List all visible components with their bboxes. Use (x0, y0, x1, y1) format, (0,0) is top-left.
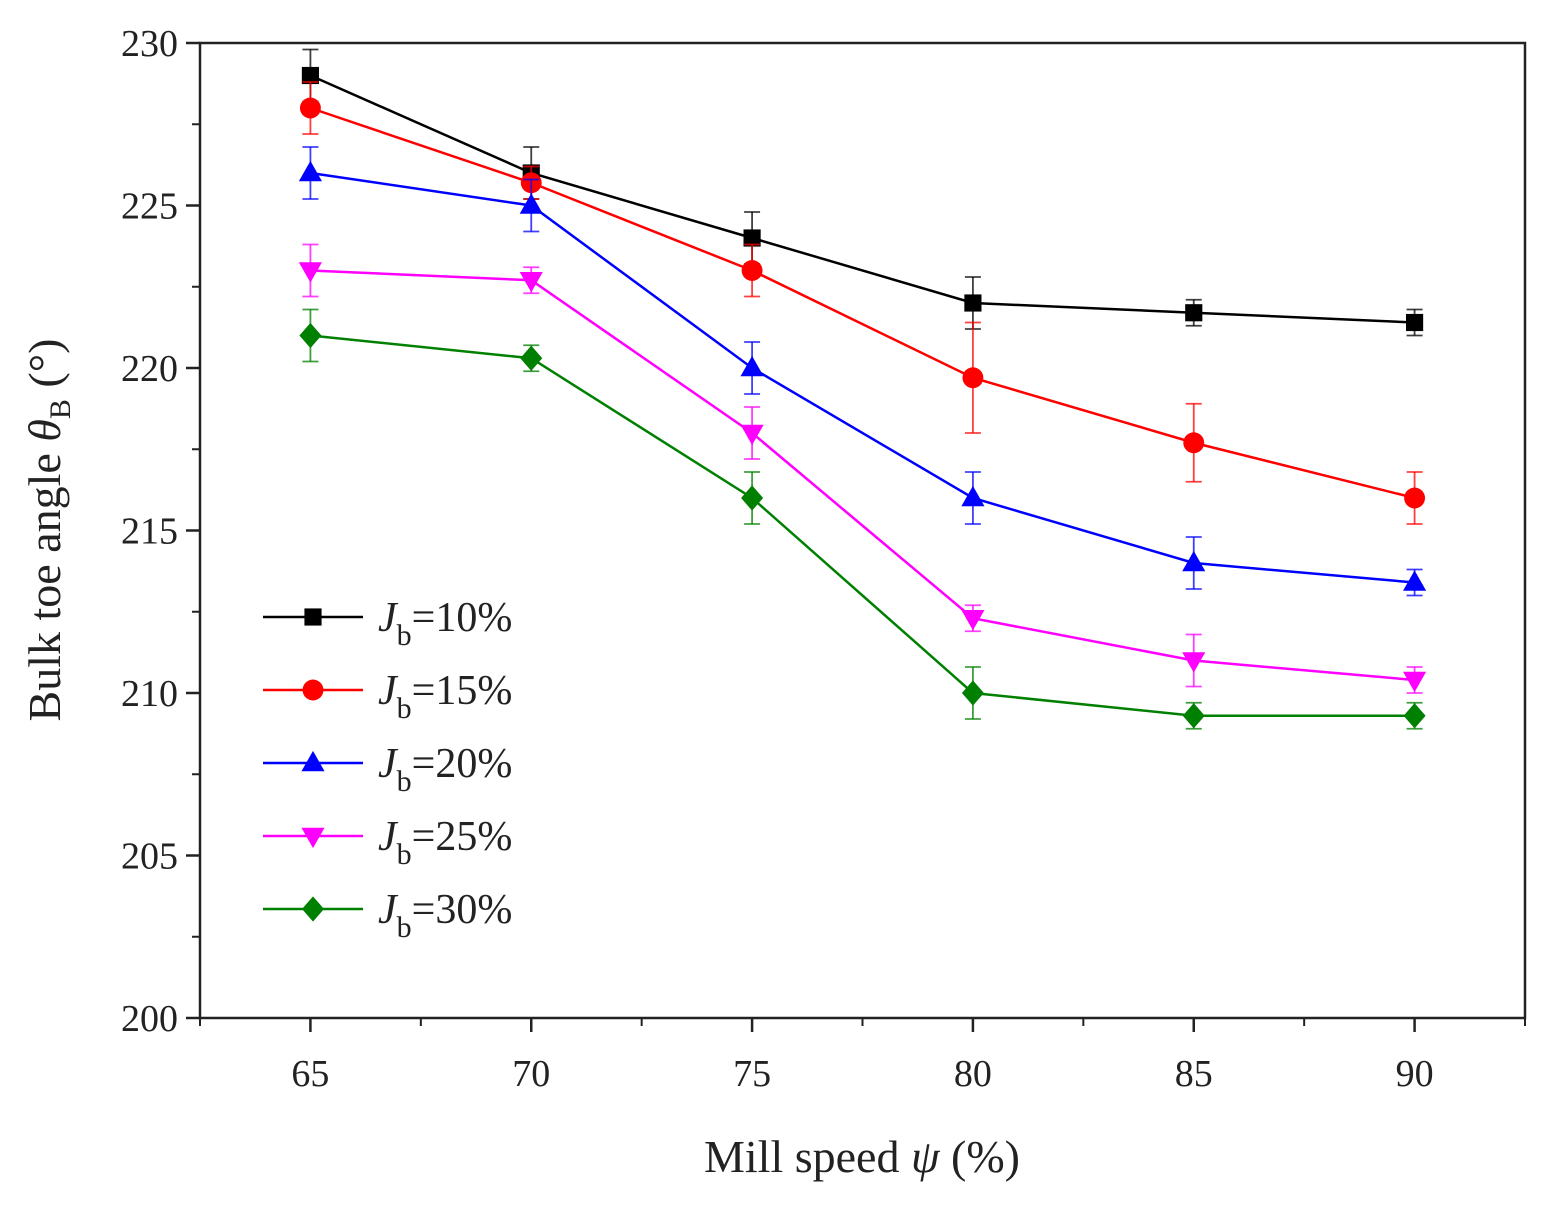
legend-label-rest: =15% (412, 668, 513, 714)
x-axis-title-suffix: (%) (940, 1131, 1020, 1182)
legend-label-main: J (378, 595, 399, 641)
legend-label-sub: b (397, 765, 412, 798)
data-point (741, 485, 764, 511)
x-axis-title-prefix: Mill speed (704, 1131, 911, 1182)
y-axis-title-suffix: (°) (19, 339, 70, 400)
legend: Jb=10%Jb=15%Jb=20%Jb=25%Jb=30% (263, 595, 512, 944)
legend-marker (304, 608, 322, 626)
data-point (299, 97, 321, 119)
data-point (961, 680, 984, 706)
data-point (519, 193, 543, 214)
data-point (299, 322, 322, 349)
series-line (310, 106, 1415, 500)
data-point (1182, 550, 1206, 572)
data-point (1185, 304, 1203, 322)
series-line (310, 334, 1415, 717)
series-3 (298, 146, 1427, 597)
data-point (962, 367, 984, 389)
legend-label-sub: b (397, 838, 412, 871)
data-point (743, 229, 761, 247)
data-point (964, 294, 982, 312)
y-tick-label: 230 (121, 23, 178, 65)
data-point (1183, 432, 1205, 454)
y-axis-title-prefix: Bulk toe angle (19, 442, 70, 722)
series-line (309, 74, 1415, 324)
series-line (310, 269, 1415, 682)
data-point (961, 485, 985, 507)
y-axis-title: Bulk toe angle θB (°) (19, 339, 77, 722)
y-axis-title-symbol: θ (19, 419, 70, 442)
y-axis-title-subscript: B (44, 399, 77, 419)
series-layer (298, 48, 1427, 730)
series-line (310, 171, 1415, 584)
y-tick-label: 215 (121, 511, 178, 553)
x-tick-label: 75 (733, 1053, 771, 1095)
data-point (1403, 703, 1426, 729)
legend-marker (302, 896, 324, 922)
y-tick-label: 225 (121, 186, 178, 228)
legend-label-sub: b (397, 911, 412, 944)
legend-item: Jb=20% (263, 741, 512, 798)
series-1 (301, 48, 1424, 337)
data-point (1403, 570, 1427, 591)
legend-label: Jb=10% (378, 595, 512, 652)
data-point (298, 262, 322, 283)
data-point (301, 66, 319, 85)
series-2 (299, 81, 1426, 525)
data-point (298, 160, 322, 182)
data-point (520, 345, 543, 371)
y-tick-label: 205 (121, 836, 178, 878)
data-point (741, 260, 763, 281)
data-point (1182, 703, 1205, 729)
axis-ticks (186, 41, 1526, 1032)
legend-label-sub: b (397, 619, 412, 652)
y-tick-label: 210 (121, 673, 178, 715)
data-point (1406, 313, 1424, 332)
data-point (1182, 652, 1206, 673)
x-tick-label: 80 (954, 1053, 992, 1095)
data-point (740, 355, 764, 377)
x-tick-label: 70 (512, 1053, 550, 1095)
axis-tick-labels: 65 70 75 80 85 90 200 205 210 215 220 225 230 (121, 23, 1434, 1095)
legend-marker (301, 827, 325, 849)
legend-label-rest: =30% (412, 887, 513, 933)
legend-marker (301, 750, 325, 772)
legend-label: Jb=15% (378, 668, 512, 725)
data-point (1404, 487, 1426, 509)
legend-item: Jb=25% (263, 814, 512, 871)
legend-label-rest: =10% (412, 595, 513, 641)
x-tick-label: 90 (1396, 1053, 1434, 1095)
y-tick-label: 220 (121, 348, 178, 390)
legend-marker (302, 679, 324, 701)
data-point (519, 272, 543, 293)
legend-label-main: J (378, 668, 399, 714)
legend-label-rest: =20% (412, 741, 513, 787)
legend-label: Jb=25% (378, 814, 512, 871)
data-point (961, 610, 985, 631)
x-tick-label: 65 (291, 1053, 329, 1095)
x-axis-title: Mill speed ψ (%) (704, 1131, 1020, 1182)
series-4 (298, 243, 1427, 694)
legend-item: Jb=30% (263, 887, 512, 944)
y-tick-label: 200 (121, 998, 178, 1040)
legend-item: Jb=15% (263, 668, 512, 725)
legend-label-sub: b (397, 692, 412, 725)
x-tick-label: 85 (1175, 1053, 1213, 1095)
legend-item: Jb=10% (263, 595, 512, 652)
data-point (1403, 671, 1427, 693)
legend-label-main: J (378, 887, 399, 933)
legend-label-main: J (378, 814, 399, 860)
data-point (740, 424, 764, 446)
legend-label-rest: =25% (412, 814, 513, 860)
legend-label: Jb=20% (378, 741, 512, 798)
legend-label: Jb=30% (378, 887, 512, 944)
x-axis-title-symbol: ψ (911, 1131, 941, 1182)
legend-label-main: J (378, 741, 399, 787)
series-5 (299, 308, 1426, 730)
